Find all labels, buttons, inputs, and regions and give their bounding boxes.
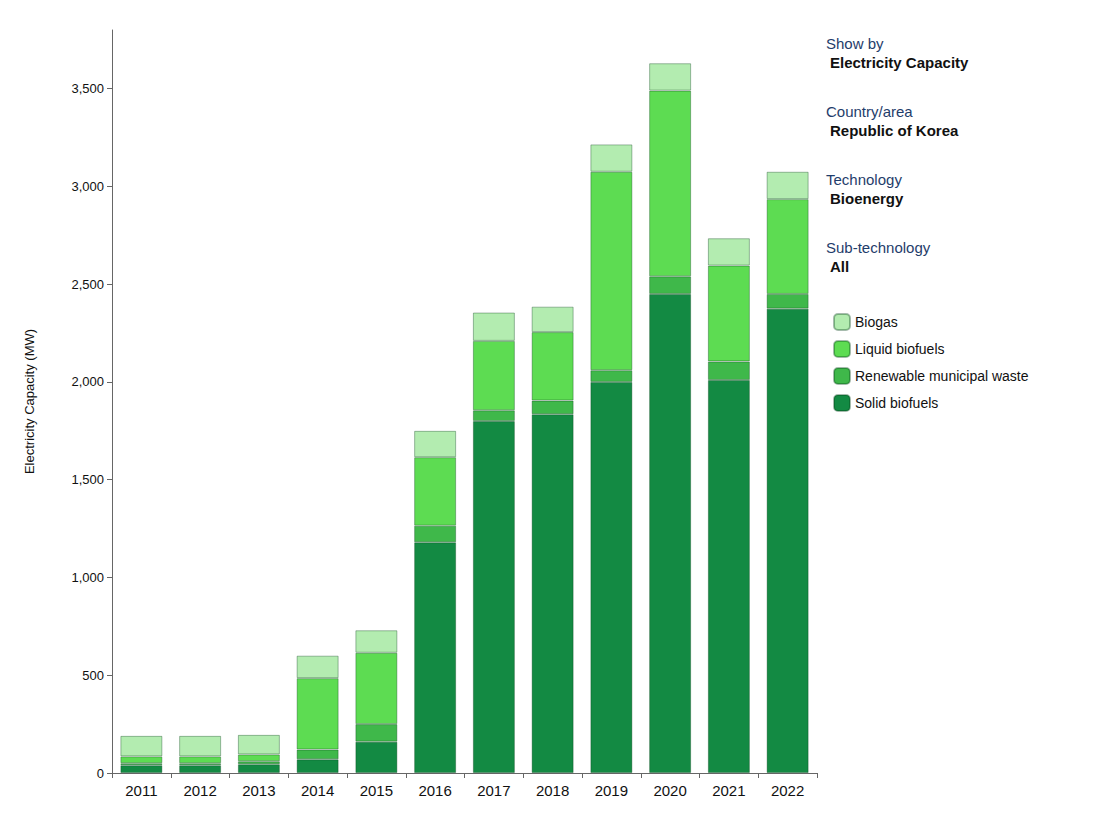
svg-text:2021: 2021 xyxy=(712,782,745,799)
svg-text:500: 500 xyxy=(82,668,104,683)
svg-text:3,000: 3,000 xyxy=(71,179,104,194)
svg-text:Show by: Show by xyxy=(826,35,884,52)
svg-text:2015: 2015 xyxy=(360,782,393,799)
svg-text:Solid biofuels: Solid biofuels xyxy=(855,395,938,411)
svg-text:Electricity Capacity: Electricity Capacity xyxy=(830,54,969,71)
svg-text:Technology: Technology xyxy=(826,171,902,188)
svg-text:Renewable municipal waste: Renewable municipal waste xyxy=(855,368,1029,384)
svg-text:2,500: 2,500 xyxy=(71,277,104,292)
svg-text:Country/area: Country/area xyxy=(826,103,913,120)
svg-text:Republic of Korea: Republic of Korea xyxy=(830,122,959,139)
svg-text:2020: 2020 xyxy=(653,782,686,799)
svg-text:1,000: 1,000 xyxy=(71,570,104,585)
svg-text:2018: 2018 xyxy=(536,782,569,799)
svg-text:1,500: 1,500 xyxy=(71,472,104,487)
svg-text:Biogas: Biogas xyxy=(855,314,898,330)
svg-text:2019: 2019 xyxy=(595,782,628,799)
svg-text:0: 0 xyxy=(97,766,104,781)
svg-text:2016: 2016 xyxy=(418,782,451,799)
svg-text:All: All xyxy=(830,258,849,275)
svg-text:2013: 2013 xyxy=(242,782,275,799)
svg-text:3,500: 3,500 xyxy=(71,81,104,96)
svg-text:Sub-technology: Sub-technology xyxy=(826,239,931,256)
svg-text:2022: 2022 xyxy=(771,782,804,799)
svg-text:Liquid biofuels: Liquid biofuels xyxy=(855,341,945,357)
svg-text:2011: 2011 xyxy=(125,782,157,799)
svg-text:2,000: 2,000 xyxy=(71,374,104,389)
svg-text:2012: 2012 xyxy=(183,782,216,799)
svg-text:2017: 2017 xyxy=(477,782,510,799)
svg-text:2014: 2014 xyxy=(301,782,334,799)
svg-text:Electricity Capacity (MW): Electricity Capacity (MW) xyxy=(22,329,37,474)
svg-text:Bioenergy: Bioenergy xyxy=(830,190,904,207)
